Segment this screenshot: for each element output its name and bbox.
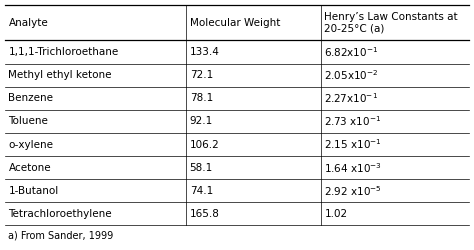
Text: Molecular Weight: Molecular Weight xyxy=(190,18,280,28)
Text: 1,1,1-Trichloroethane: 1,1,1-Trichloroethane xyxy=(9,47,118,57)
Text: Toluene: Toluene xyxy=(9,116,48,126)
Text: 2.92 x10$^{-5}$: 2.92 x10$^{-5}$ xyxy=(324,184,382,198)
Text: 58.1: 58.1 xyxy=(190,163,213,173)
Text: Henry’s Law Constants at
20-25°C (a): Henry’s Law Constants at 20-25°C (a) xyxy=(324,12,458,34)
Text: 92.1: 92.1 xyxy=(190,116,213,126)
Text: 1.02: 1.02 xyxy=(324,209,347,219)
Text: 2.73 x10$^{-1}$: 2.73 x10$^{-1}$ xyxy=(324,114,382,128)
Text: 133.4: 133.4 xyxy=(190,47,219,57)
Text: 74.1: 74.1 xyxy=(190,186,213,196)
Text: Methyl ethyl ketone: Methyl ethyl ketone xyxy=(9,70,112,80)
Text: Analyte: Analyte xyxy=(9,18,48,28)
Text: 2.27x10$^{-1}$: 2.27x10$^{-1}$ xyxy=(324,92,378,105)
Text: Benzene: Benzene xyxy=(9,93,54,103)
Text: o-xylene: o-xylene xyxy=(9,140,54,149)
Text: Acetone: Acetone xyxy=(9,163,51,173)
Text: 1-Butanol: 1-Butanol xyxy=(9,186,59,196)
Text: 78.1: 78.1 xyxy=(190,93,213,103)
Text: Tetrachloroethylene: Tetrachloroethylene xyxy=(9,209,112,219)
Text: 106.2: 106.2 xyxy=(190,140,219,149)
Text: 2.15 x10$^{-1}$: 2.15 x10$^{-1}$ xyxy=(324,138,382,151)
Text: a) From Sander, 1999: a) From Sander, 1999 xyxy=(9,230,114,240)
Text: 72.1: 72.1 xyxy=(190,70,213,80)
Text: 1.64 x10$^{-3}$: 1.64 x10$^{-3}$ xyxy=(324,161,383,174)
Text: 165.8: 165.8 xyxy=(190,209,219,219)
Text: 6.82x10$^{-1}$: 6.82x10$^{-1}$ xyxy=(324,45,379,59)
Text: 2.05x10$^{-2}$: 2.05x10$^{-2}$ xyxy=(324,68,379,82)
